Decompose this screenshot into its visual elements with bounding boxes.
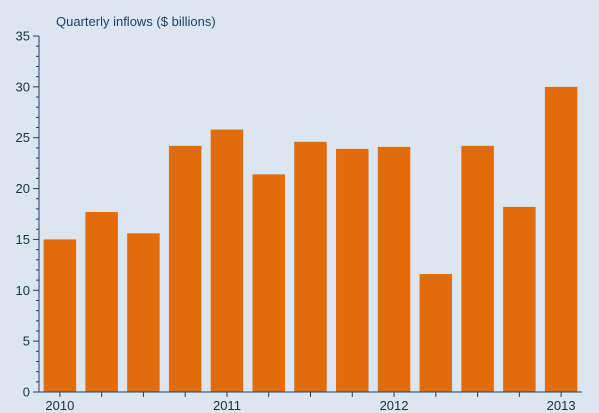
- bar: [336, 148, 369, 392]
- y-tick-label: 20: [16, 181, 30, 196]
- bar: [503, 206, 536, 392]
- y-tick-label: 25: [16, 130, 30, 145]
- bar: [127, 233, 160, 392]
- bar: [85, 211, 118, 392]
- bar: [544, 86, 578, 393]
- y-tick-label: 0: [23, 385, 30, 400]
- y-axis: 0 5 10 15 20 25 30 35: [16, 29, 40, 400]
- y-tick-label: 5: [23, 334, 30, 349]
- x-tick-label: 2013: [547, 398, 576, 413]
- x-tick-label: 2010: [45, 398, 74, 413]
- x-tick-label: 2011: [213, 398, 241, 413]
- bar: [210, 129, 244, 392]
- bar: [377, 146, 411, 392]
- x-tick-label: 2012: [380, 398, 409, 413]
- y-tick-label: 10: [16, 283, 30, 298]
- bar: [43, 239, 77, 392]
- bar: [252, 174, 285, 392]
- y-tick-label: 30: [16, 79, 30, 94]
- bar: [168, 145, 202, 392]
- bars: [43, 86, 578, 393]
- bar: [461, 145, 494, 392]
- bar: [294, 141, 327, 392]
- chart-title: Quarterly inflows ($ billions): [56, 14, 216, 29]
- bar: [419, 274, 453, 392]
- y-tick-label: 15: [16, 232, 30, 247]
- y-tick-label: 35: [16, 29, 30, 44]
- x-axis: 2010 2011 2012 2013: [39, 391, 582, 413]
